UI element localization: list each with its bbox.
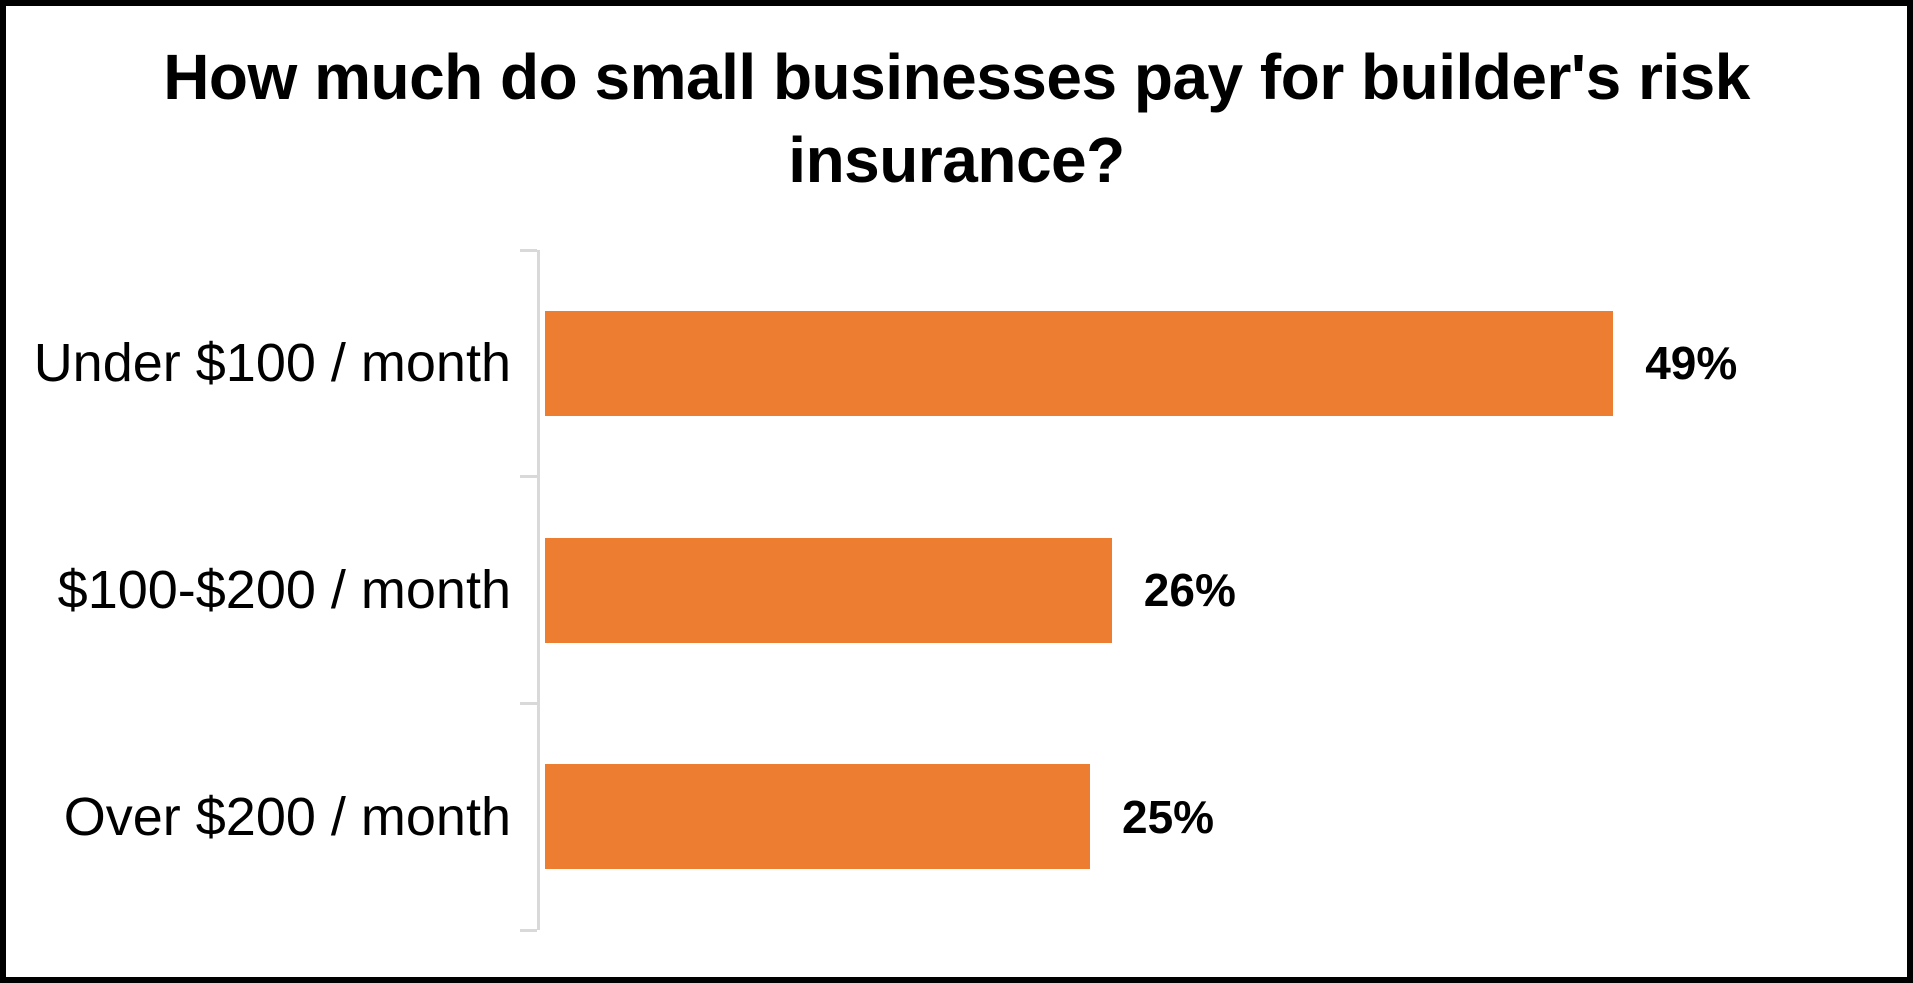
y-axis-tick bbox=[520, 475, 537, 479]
value-label: 26% bbox=[1143, 564, 1236, 616]
category-label: Over $200 / month bbox=[63, 786, 511, 847]
chart-title-line-1: How much do small businesses pay for bui… bbox=[163, 41, 1750, 113]
y-axis-tick bbox=[520, 248, 537, 252]
value-label: 25% bbox=[1122, 790, 1215, 843]
category-label: Under $100 / month bbox=[33, 333, 511, 394]
chart-title-line-2: insurance? bbox=[788, 124, 1125, 197]
bar-2 bbox=[545, 537, 1112, 643]
chart-title: How much do small businesses pay for bui… bbox=[6, 36, 1907, 202]
y-axis-line bbox=[537, 250, 540, 930]
y-axis-tick bbox=[520, 701, 537, 705]
bar-1 bbox=[545, 310, 1614, 416]
y-axis-tick bbox=[520, 928, 537, 932]
value-label: 49% bbox=[1645, 337, 1738, 390]
category-label: $100-$200 / month bbox=[57, 560, 511, 620]
bar-3 bbox=[545, 764, 1090, 870]
